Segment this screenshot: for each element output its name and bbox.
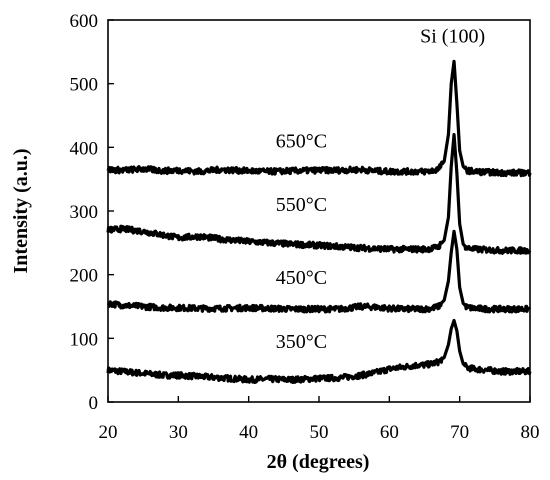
x-axis-title: 2θ (degrees) — [267, 451, 370, 473]
y-tick-label: 0 — [89, 393, 99, 414]
series-label: 350°C — [276, 331, 327, 353]
x-tick-label: 70 — [450, 422, 469, 443]
x-tick-label: 80 — [521, 422, 540, 443]
series-label: 450°C — [276, 267, 327, 289]
y-tick-label: 300 — [70, 202, 99, 223]
y-tick-label: 600 — [70, 11, 99, 32]
series-line-2 — [106, 133, 532, 255]
series-label: 650°C — [276, 130, 327, 152]
x-tick-label: 40 — [239, 422, 258, 443]
x-tick-label: 30 — [169, 422, 188, 443]
series-layer — [106, 59, 532, 385]
x-tick-label: 20 — [99, 422, 118, 443]
y-axis-title: Intensity (a.u.) — [10, 148, 32, 273]
label-layer: 2θ (degrees) Intensity (a.u.) Si (100) 6… — [10, 25, 485, 473]
series-label: 550°C — [276, 194, 327, 216]
x-tick-label: 50 — [310, 422, 329, 443]
x-tick-label: 60 — [380, 422, 399, 443]
axes-layer: 20 30 40 50 60 70 80 0 100 200 300 400 500 600 — [70, 11, 540, 443]
series-line-1 — [106, 229, 532, 314]
y-tick-label: 100 — [70, 329, 99, 350]
y-tick-label: 500 — [70, 75, 99, 96]
y-tick-label: 400 — [70, 138, 99, 159]
series-line-3 — [106, 59, 532, 178]
peak-annotation: Si (100) — [420, 25, 485, 47]
series-line-0 — [106, 318, 532, 385]
y-tick-label: 200 — [70, 266, 99, 287]
